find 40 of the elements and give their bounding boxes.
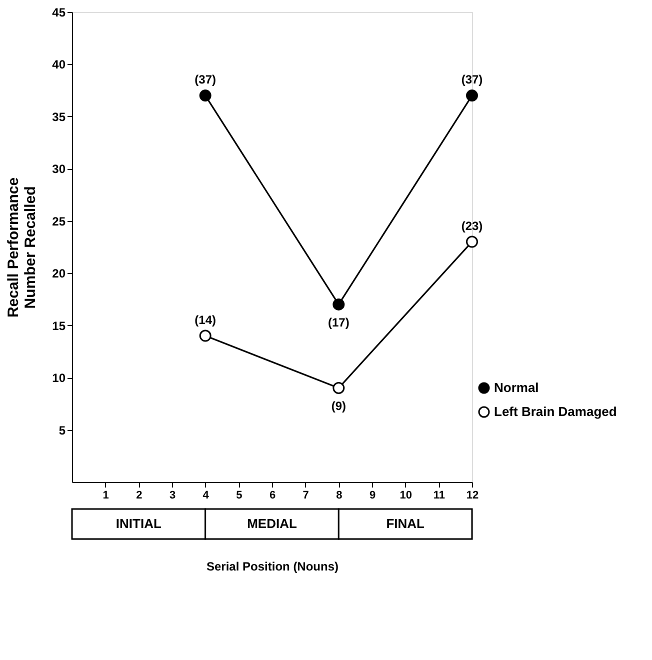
legend-label: Left Brain Damaged xyxy=(494,404,617,419)
data-label: (37) xyxy=(461,72,483,87)
data-label: (37) xyxy=(194,72,216,87)
x-tick-label: 7 xyxy=(302,490,309,502)
text: FINAL xyxy=(386,516,425,531)
text: INITIAL xyxy=(116,516,162,531)
x-tick-label: 9 xyxy=(369,490,376,502)
x-tick-label: 11 xyxy=(433,490,445,502)
data-label: (9) xyxy=(331,399,346,413)
text: MEDIAL xyxy=(247,516,297,531)
x-tick-label: 6 xyxy=(269,490,276,502)
data-label: (14) xyxy=(194,312,216,327)
legend-label: Normal xyxy=(494,380,539,395)
point xyxy=(332,382,345,394)
y-tick-label: 35 xyxy=(52,110,66,124)
data-label: (23) xyxy=(461,218,483,233)
point xyxy=(199,330,212,342)
y-tick-label: 25 xyxy=(52,214,66,228)
y-axis-title: Recall Performance Number Recalled xyxy=(5,177,40,318)
point xyxy=(466,90,478,102)
point xyxy=(332,298,345,310)
y-tick-label: 10 xyxy=(52,371,66,386)
y-tick-label: 30 xyxy=(52,162,66,176)
point xyxy=(466,236,478,248)
x-tick-label: 3 xyxy=(169,490,176,502)
x-tick-label: 10 xyxy=(400,490,412,502)
y-tick-label: 15 xyxy=(52,318,66,333)
x-tick-label: 2 xyxy=(136,490,142,502)
x-axis-title: Serial Position (Nouns) xyxy=(206,560,339,574)
y-tick-label: 45 xyxy=(52,6,66,20)
y-tick-label: 5 xyxy=(58,423,66,438)
x-tick-label: 1 xyxy=(102,490,109,502)
y-tick-label: 40 xyxy=(52,58,66,72)
data-label: (17) xyxy=(328,315,350,330)
point xyxy=(199,90,212,102)
x-tick-label: 12 xyxy=(466,490,479,502)
y-tick-label: 20 xyxy=(52,266,66,281)
x-tick-label: 8 xyxy=(336,490,342,502)
x-tick-label: 5 xyxy=(236,490,242,502)
x-tick-label: 4 xyxy=(202,490,210,502)
